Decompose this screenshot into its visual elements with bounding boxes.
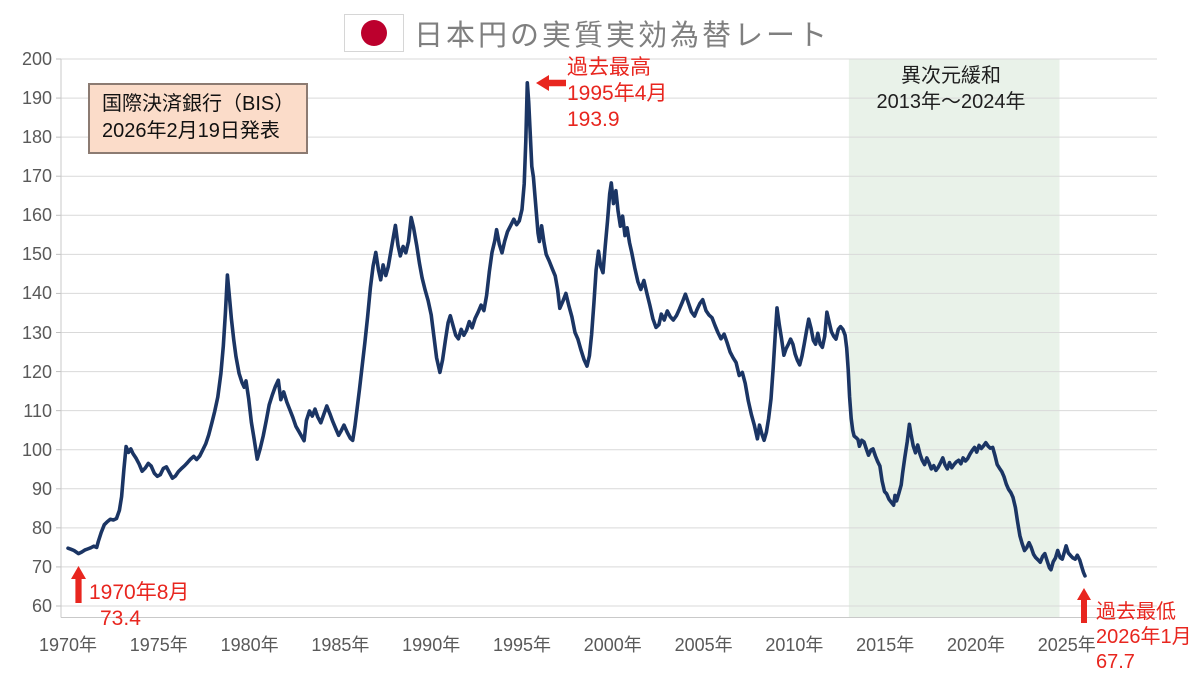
y-axis-label: 70 — [31, 556, 52, 577]
record-low-value: 67.7 — [1096, 651, 1135, 673]
annotation-record-low: 過去最低 2026年1月 67.7 — [1096, 600, 1192, 675]
record-high-date: 1995年4月 — [567, 82, 668, 105]
arrow-up-icon-start — [71, 566, 86, 603]
x-axis-label: 1980年 — [220, 635, 279, 655]
x-axis-label: 2015年 — [856, 635, 915, 655]
annotation-record-high: 過去最高 1995年4月 193.9 — [567, 55, 667, 133]
band-label-line-1: 異次元緩和 — [901, 65, 1001, 87]
y-axis-label: 80 — [31, 517, 52, 538]
page-title: 日本円の実質実効為替レート — [414, 20, 831, 52]
y-axis-label: 60 — [31, 596, 52, 616]
record-high-caption: 過去最高 — [567, 56, 651, 79]
record-high-value: 193.9 — [567, 108, 620, 131]
source-line-1: 国際決済銀行（BIS） — [102, 93, 295, 115]
y-axis-label: 170 — [21, 166, 52, 187]
y-axis-label: 120 — [21, 361, 52, 382]
x-axis-label: 2010年 — [765, 635, 824, 655]
x-axis-label: 2000年 — [583, 635, 642, 655]
x-axis-label: 1970年 — [38, 635, 98, 655]
band-label-line-2: 2013年～2024年 — [876, 91, 1026, 113]
y-axis-label: 160 — [21, 205, 52, 226]
japan-flag-circle — [361, 20, 387, 46]
y-axis-label: 100 — [21, 439, 52, 460]
y-axis-label: 130 — [21, 322, 52, 343]
y-axis-label: 190 — [21, 88, 52, 109]
band-label: 異次元緩和 2013年～2024年 — [844, 63, 1058, 115]
y-axis-label: 200 — [21, 49, 52, 69]
x-axis-label: 1985年 — [311, 635, 370, 655]
source-callout-box: 国際決済銀行（BIS） 2026年2月19日発表 — [88, 83, 309, 154]
y-axis-label: 150 — [21, 244, 52, 265]
record-low-caption: 過去最低 — [1096, 601, 1176, 623]
x-axis-label: 1995年 — [492, 635, 552, 655]
start-value: 73.4 — [100, 607, 141, 630]
arrow-left-icon — [536, 75, 566, 91]
x-axis-label: 2005年 — [674, 635, 733, 655]
record-low-date: 2026年1月 — [1096, 626, 1192, 648]
y-axis-label: 180 — [21, 127, 52, 148]
series-line-reer — [66, 81, 1087, 578]
shaded-band-qqe — [848, 59, 1060, 618]
japan-flag-icon — [344, 14, 404, 52]
arrow-up-icon-low — [1077, 588, 1091, 623]
x-axis-label: 2020年 — [946, 635, 1006, 655]
source-line-2: 2026年2月19日発表 — [102, 120, 280, 142]
x-axis-label: 2025年 — [1037, 635, 1096, 655]
x-axis-label: 1975年 — [129, 635, 188, 655]
x-axis-label: 1990年 — [402, 635, 461, 655]
annotation-start: 1970年8月 73.4 — [89, 580, 189, 632]
y-axis-label: 90 — [31, 478, 52, 499]
y-axis-label: 140 — [21, 283, 52, 304]
start-date: 1970年8月 — [89, 581, 190, 604]
y-axis-label: 110 — [23, 400, 52, 421]
